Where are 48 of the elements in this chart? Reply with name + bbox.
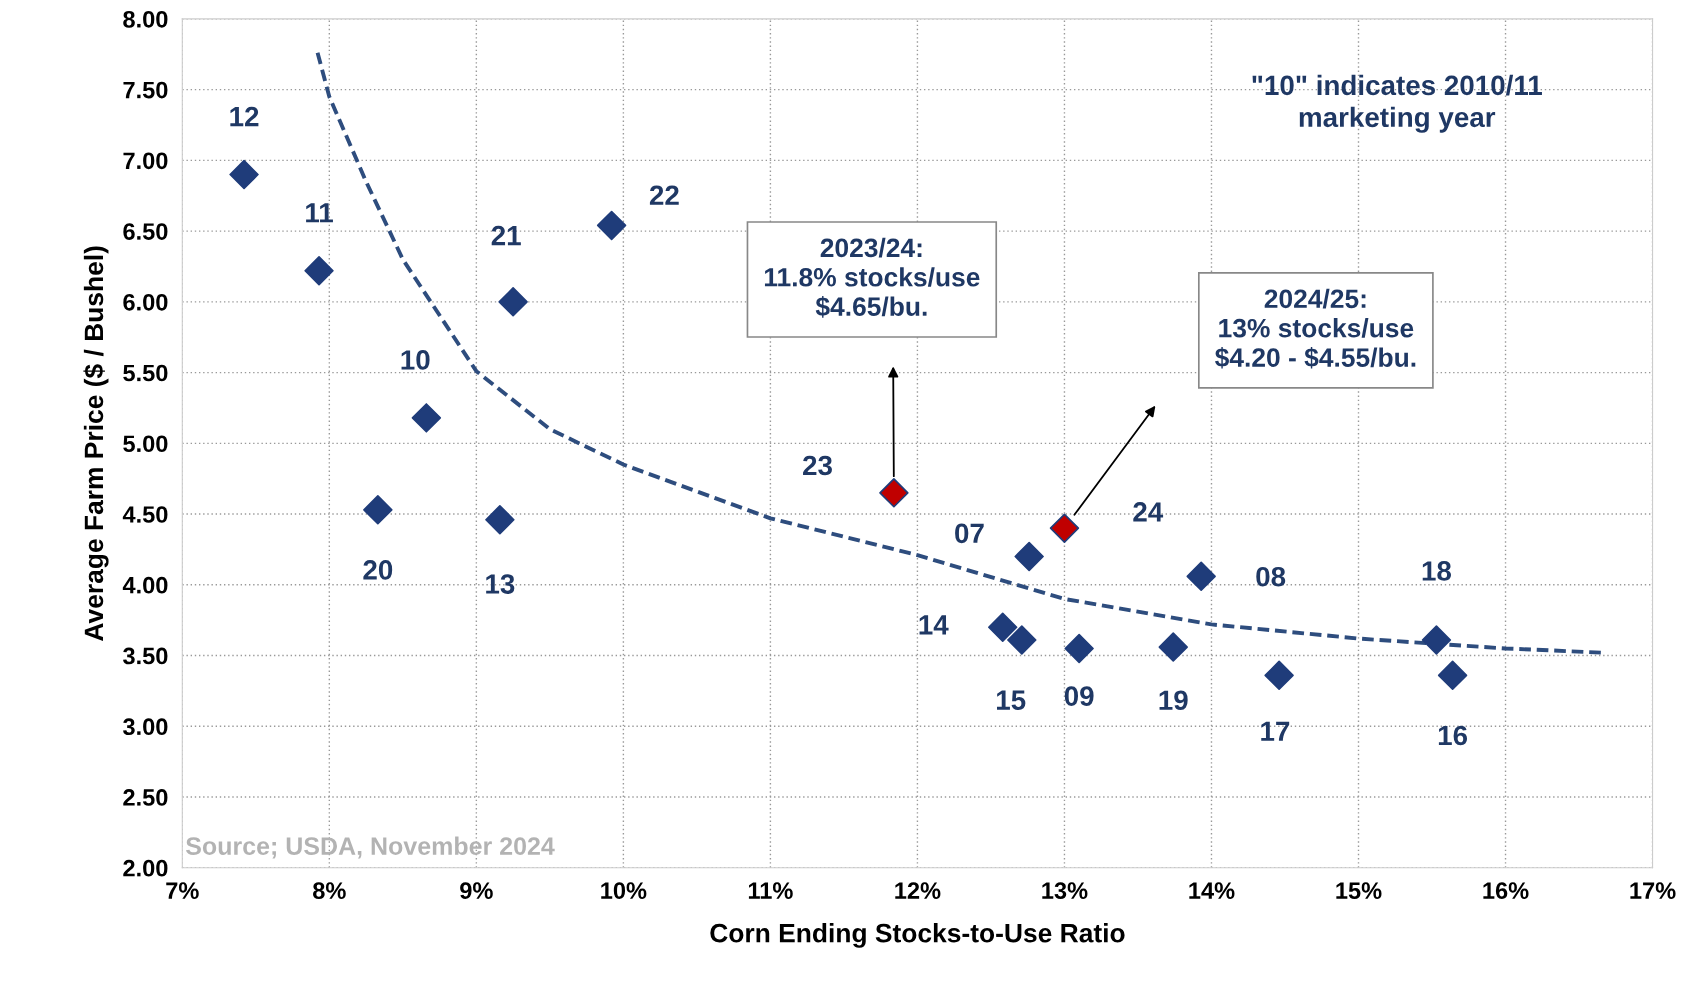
annotation: 2024/25: 13% stocks/use $4.20 - $4.55/bu. [1215, 288, 1416, 369]
annotation: 12 [230, 106, 259, 127]
y-tick-label: 3.00 [123, 718, 168, 736]
x-tick-label: 12% [895, 882, 941, 899]
y-tick-label: 2.00 [123, 859, 168, 877]
y-tick-label: 6.00 [123, 293, 168, 311]
y-tick-label: 3.50 [123, 647, 168, 665]
y-tick-label: 7.00 [123, 152, 168, 170]
y-tick-label: 6.50 [123, 223, 168, 240]
annotation: 21 [491, 225, 521, 246]
annotation: Source; USDA, November 2024 [185, 836, 555, 859]
x-tick-label: 7% [166, 882, 199, 899]
x-tick-label: 13% [1042, 882, 1088, 900]
x-tick-label: 9% [460, 882, 493, 899]
annotation: 10 [401, 350, 430, 370]
y-tick-label: 8.00 [123, 10, 168, 28]
x-tick-label: 11% [748, 882, 793, 899]
annotation: 24 [1133, 502, 1164, 522]
x-tick-label: 17% [1630, 882, 1676, 899]
y-tick-label: 2.50 [123, 789, 168, 806]
x-tick-label: 8% [313, 882, 346, 899]
annotation: 23 [803, 455, 832, 476]
annotation: 22 [649, 185, 679, 205]
annotation: 17 [1261, 721, 1290, 741]
annotation: 09 [1064, 686, 1094, 706]
x-tick-label: 16% [1483, 882, 1529, 899]
y-tick-label: 7.50 [123, 81, 168, 99]
annotation: 16 [1438, 725, 1468, 746]
annotation: 18 [1422, 561, 1452, 581]
x-tick-label: 15% [1336, 882, 1382, 899]
annotation: 07 [955, 523, 984, 544]
x-tick-label: 14% [1189, 882, 1235, 899]
annotation: 14 [919, 615, 949, 635]
annotation: 20 [363, 560, 393, 580]
annotation: 2023/24: 11.8% stocks/use $4.65/bu. [764, 237, 980, 318]
x-tick-label: 10% [601, 882, 647, 899]
y-tick-label: 5.50 [123, 364, 168, 382]
y-tick-label: 4.00 [122, 576, 168, 594]
annotation: "10" indicates 2010/11 marketing year [1252, 74, 1542, 133]
annotation: 19 [1159, 690, 1188, 711]
y-axis-title: Average Farm Price ($ / Bushel) [83, 246, 109, 641]
annotation: 13 [486, 574, 515, 594]
annotation: 11 [306, 203, 333, 223]
y-tick-label: 4.50 [122, 506, 168, 523]
y-tick-label: 5.00 [123, 435, 168, 453]
annotation: 08 [1256, 566, 1286, 587]
x-axis-title: Corn Ending Stocks-to-Use Ratio [710, 923, 1125, 948]
annotation: 15 [997, 690, 1026, 710]
